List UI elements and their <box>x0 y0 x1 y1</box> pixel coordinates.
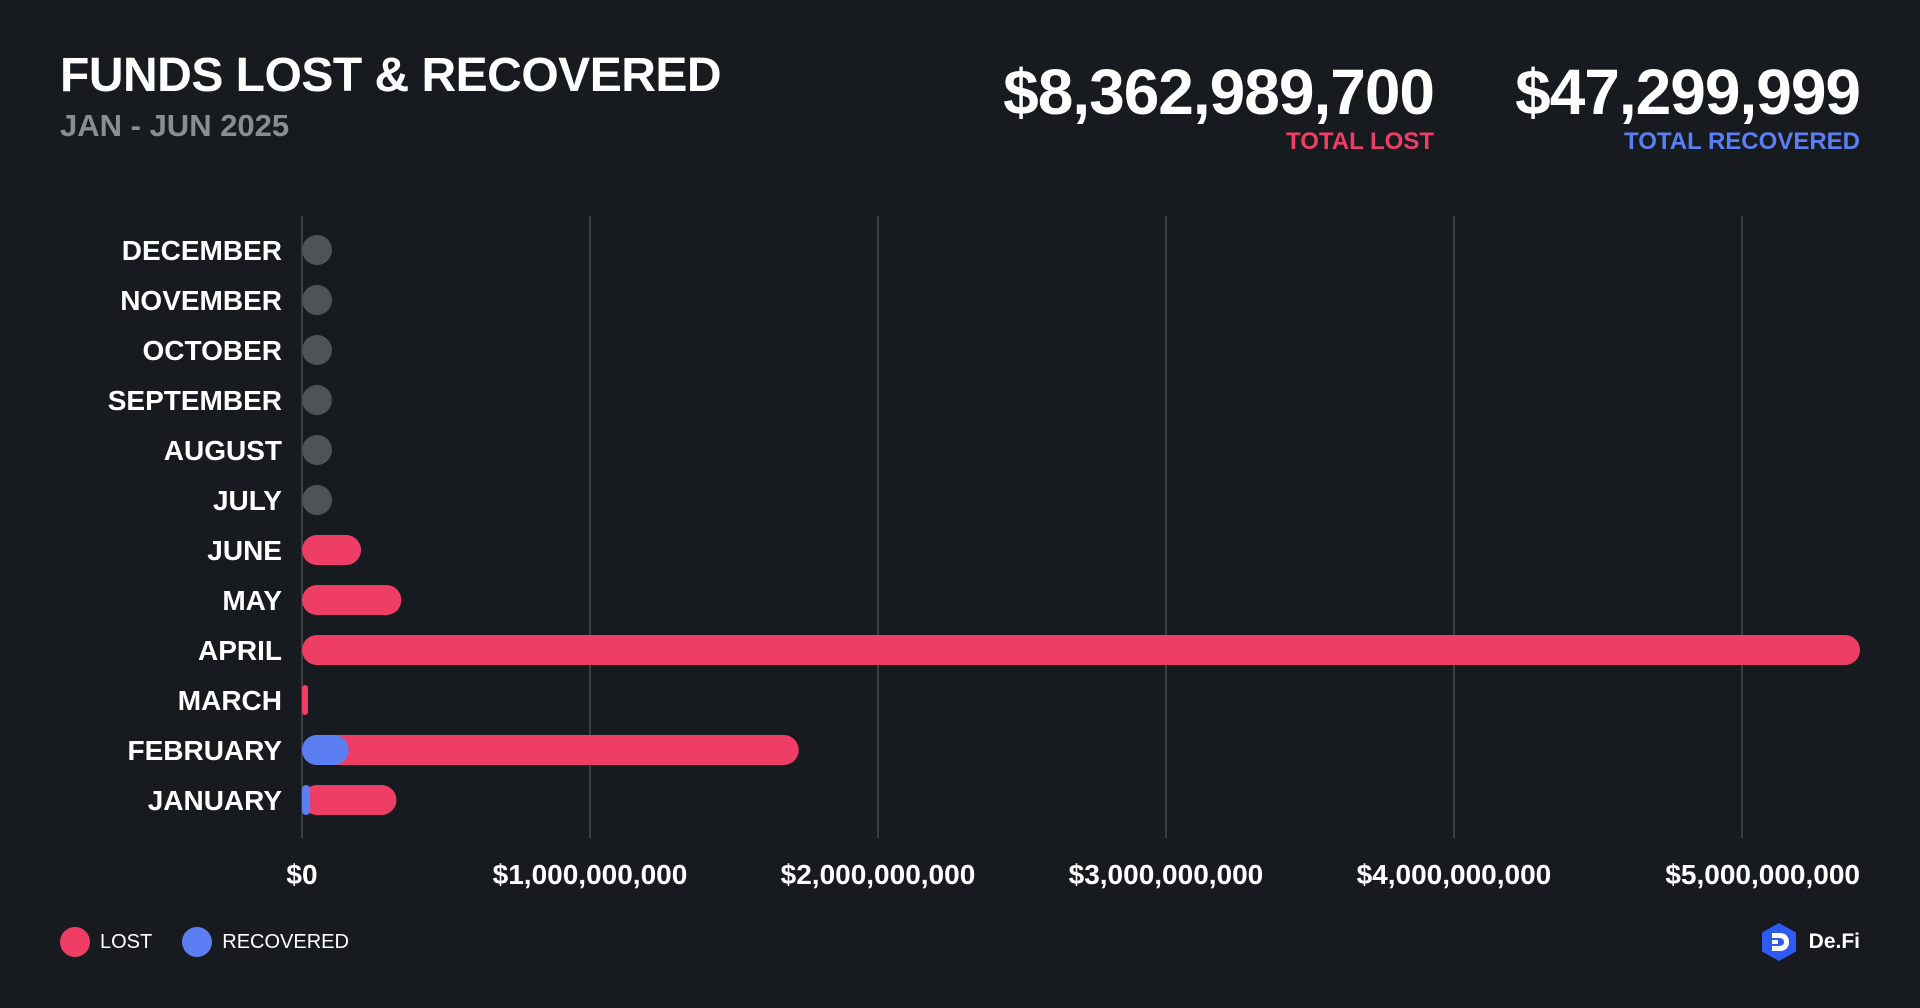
x-tick-label: $3,000,000,000 <box>1069 859 1264 890</box>
total-recovered-stat: $47,299,999 TOTAL RECOVERED <box>1515 56 1861 155</box>
month-label: MARCH <box>178 685 282 716</box>
bar-lost <box>302 785 397 815</box>
bar-lost <box>302 635 1860 665</box>
legend-swatch-lost <box>60 927 90 957</box>
month-label: JANUARY <box>148 785 283 816</box>
legend-item-recovered: RECOVERED <box>182 927 349 957</box>
no-data-marker <box>302 485 332 515</box>
chart-legend: LOST RECOVERED <box>60 927 379 957</box>
month-label: SEPTEMBER <box>108 385 282 416</box>
month-label: JULY <box>213 485 282 516</box>
bar-lost <box>302 535 362 565</box>
bar-recovered <box>302 785 311 815</box>
total-recovered-value: $47,299,999 <box>1515 56 1861 128</box>
no-data-marker <box>302 435 332 465</box>
total-recovered-label: TOTAL RECOVERED <box>1623 128 1860 155</box>
total-lost-label: TOTAL LOST <box>1286 128 1434 155</box>
no-data-marker <box>302 385 332 415</box>
legend-label-recovered: RECOVERED <box>222 930 349 953</box>
month-label: APRIL <box>198 635 282 666</box>
month-label: JUNE <box>207 535 282 566</box>
month-label: FEBRUARY <box>127 735 282 766</box>
month-label: MAY <box>222 585 282 616</box>
x-tick-label: $4,000,000,000 <box>1357 859 1552 890</box>
month-label: NOVEMBER <box>120 285 282 316</box>
legend-label-lost: LOST <box>100 930 153 953</box>
bar-lost <box>302 585 402 615</box>
bar-recovered <box>302 735 349 765</box>
month-label: DECEMBER <box>122 235 282 266</box>
legend-item-lost: LOST <box>60 927 152 957</box>
x-tick-label: $1,000,000,000 <box>493 859 688 890</box>
no-data-marker <box>302 285 332 315</box>
month-label: OCTOBER <box>143 335 283 366</box>
month-label: AUGUST <box>164 435 282 466</box>
total-lost-value: $8,362,989,700 <box>1003 56 1435 128</box>
total-lost-stat: $8,362,989,700 TOTAL LOST <box>1003 56 1435 155</box>
x-tick-label: $2,000,000,000 <box>781 859 976 890</box>
no-data-marker <box>302 335 332 365</box>
brand-name: De.Fi <box>1808 930 1860 953</box>
bar-lost <box>302 685 308 715</box>
chart-subtitle: JAN - JUN 2025 <box>60 108 290 143</box>
legend-swatch-recovered <box>182 927 213 957</box>
brand-logo: De.Fi <box>1759 922 1860 962</box>
bar-lost <box>302 735 799 765</box>
no-data-marker <box>302 235 332 265</box>
x-tick-label: $0 <box>286 859 317 890</box>
chart-title: FUNDS LOST & RECOVERED <box>60 49 722 102</box>
defi-logo-icon <box>1761 923 1796 961</box>
x-tick-label: $5,000,000,000 <box>1665 859 1860 890</box>
